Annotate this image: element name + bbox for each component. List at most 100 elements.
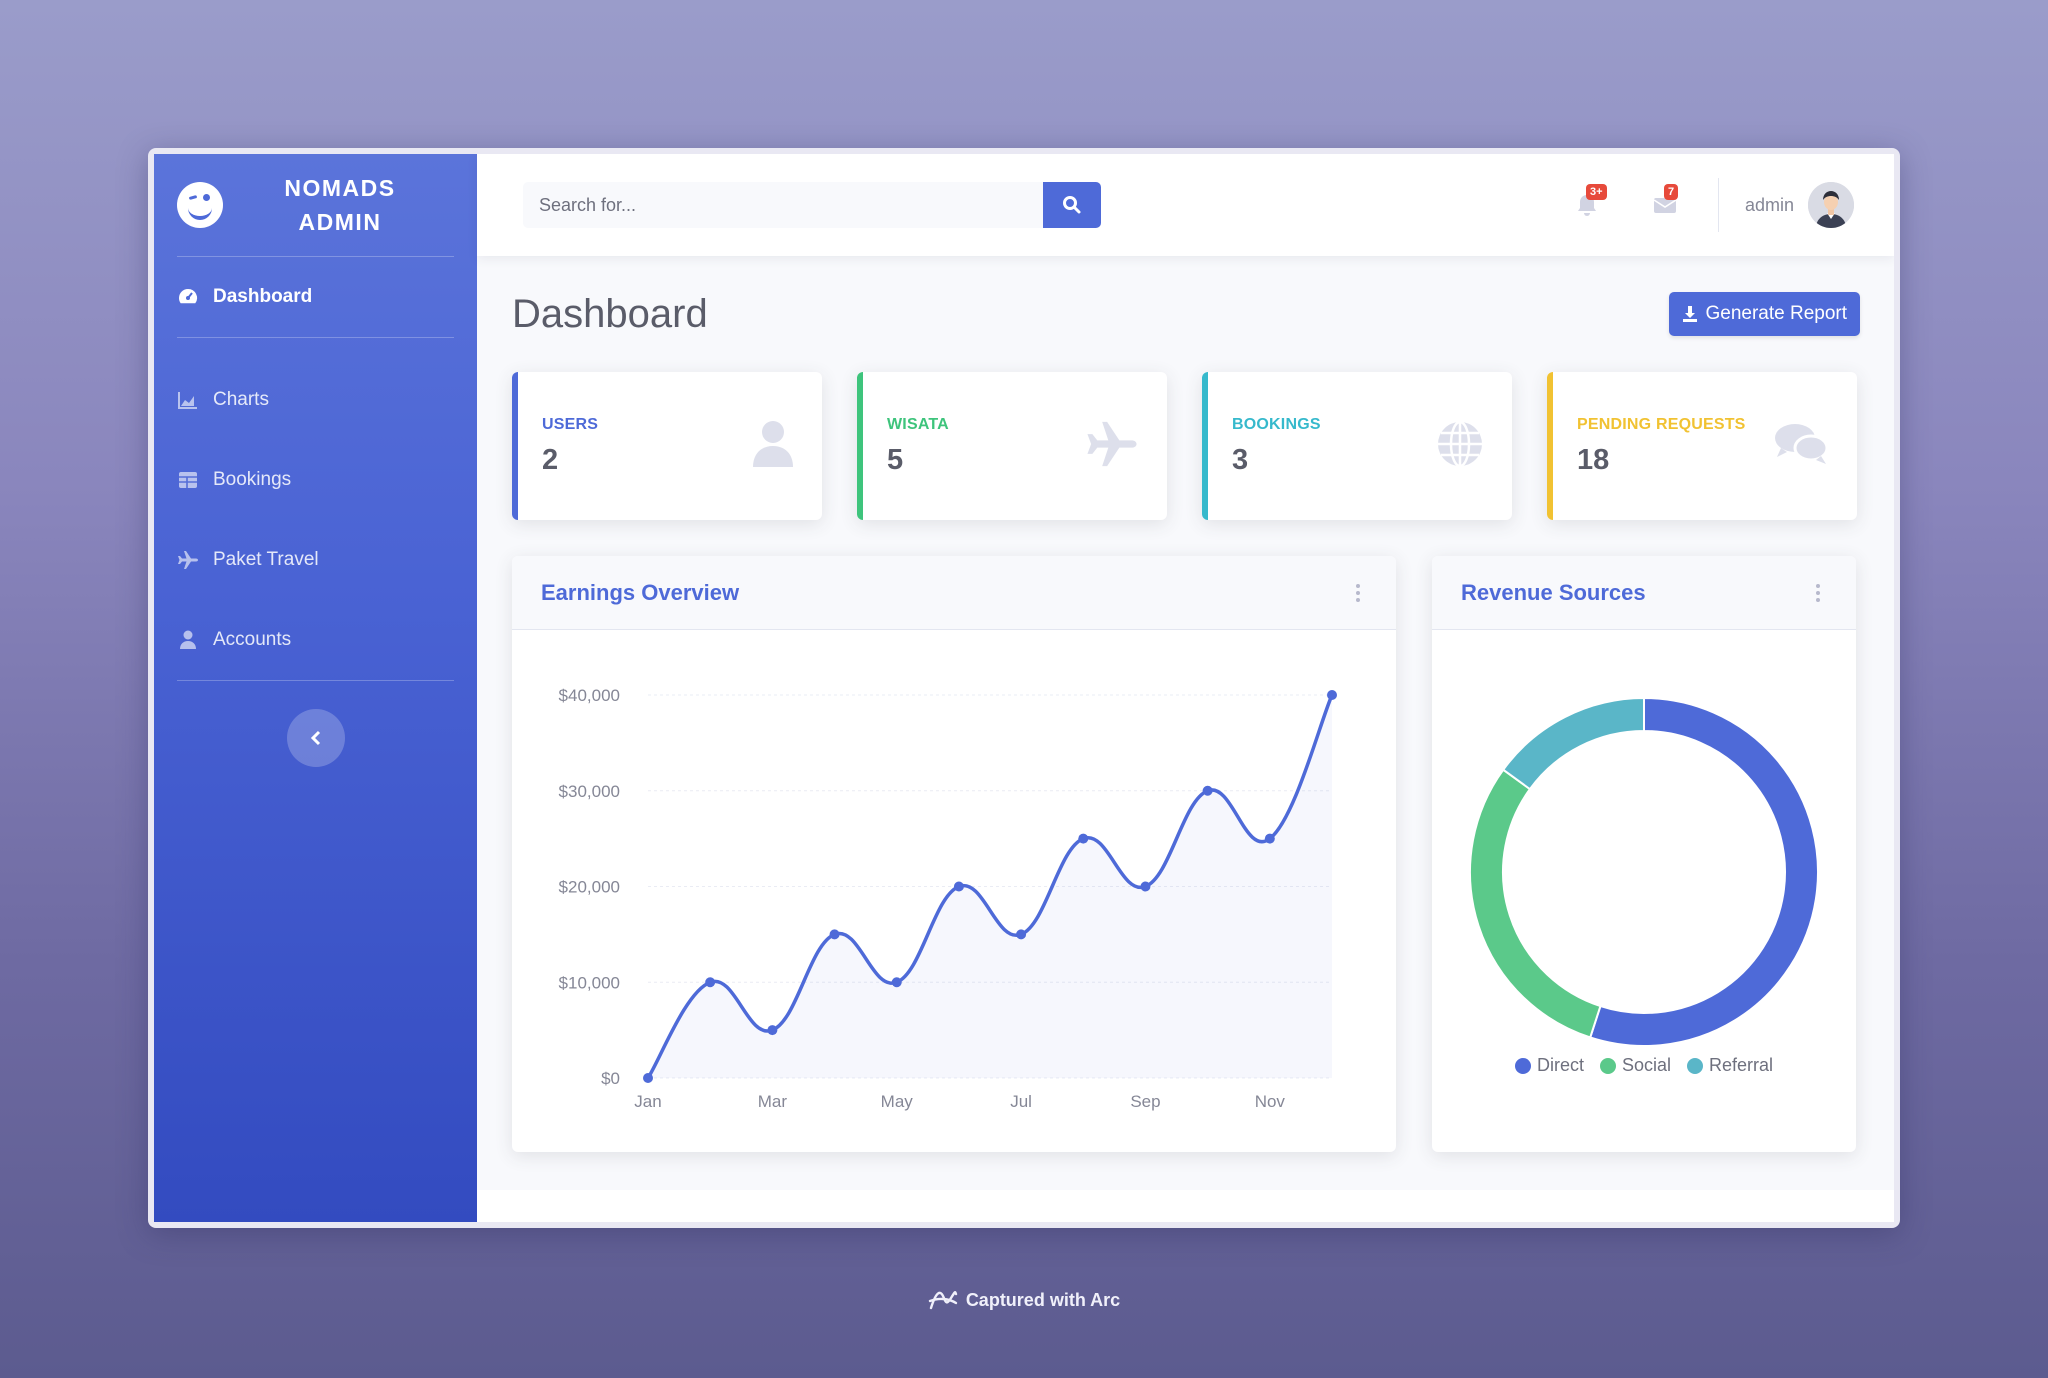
donut-slice-referral (1501, 696, 1645, 791)
generate-report-button[interactable]: Generate Report (1669, 292, 1860, 336)
page-heading-row: Dashboard Generate Report (512, 256, 1860, 372)
sidebar-item-label: Dashboard (213, 286, 313, 307)
search-button[interactable] (1043, 182, 1101, 228)
user-menu[interactable]: admin (1745, 182, 1854, 228)
earnings-card-header: Earnings Overview (512, 556, 1396, 630)
legend-label: Direct (1536, 1055, 1584, 1075)
earnings-chart: $0 $10,000 $20,000 $30,000 $40,000 Jan Mar May J… (559, 686, 1337, 1111)
data-point (705, 977, 716, 988)
data-point (1202, 785, 1213, 796)
stat-card-label: PENDING REQUESTS (1577, 415, 1746, 433)
messages-button[interactable]: 7 (1650, 184, 1680, 220)
sidebar-item-bookings[interactable]: Bookings (154, 440, 477, 520)
search-form (523, 182, 1101, 228)
stat-cards: USERS 2 WISATA 5 (512, 372, 1860, 520)
x-tick-label: Jan (634, 1092, 661, 1111)
data-point (643, 1073, 653, 1083)
y-tick-label: $0 (601, 1069, 620, 1088)
revenue-sources-card: Revenue Sources Direct Social Referral (1432, 556, 1856, 1152)
sidebar-divider (177, 256, 454, 257)
globe-icon (1436, 420, 1484, 473)
table-icon (177, 469, 199, 491)
plane-icon (1085, 419, 1139, 474)
stat-card-value: 2 (542, 443, 559, 476)
laugh-wink-icon (177, 182, 223, 228)
legend-label: Referral (1709, 1055, 1774, 1075)
donut-slice-social (1469, 768, 1602, 1039)
y-tick-label: $10,000 (559, 973, 620, 992)
chevron-left-icon (310, 730, 321, 746)
revenue-legend: Direct Social Referral (1432, 1055, 1856, 1076)
revenue-menu-button[interactable] (1808, 583, 1828, 602)
data-point (891, 977, 902, 988)
sidebar-divider (177, 680, 454, 681)
sidebar-item-label: Accounts (213, 629, 292, 650)
legend-label: Social (1621, 1055, 1671, 1075)
brand-name: NOMADS ADMIN (223, 171, 477, 239)
sidebar-item-label: Bookings (213, 469, 292, 490)
alerts-badge: 3+ (1585, 184, 1607, 200)
stat-card-label: WISATA (887, 415, 949, 433)
earnings-menu-button[interactable] (1348, 583, 1368, 602)
arc-caption: Captured with Arc (0, 1288, 2048, 1312)
stat-card-users: USERS 2 (512, 372, 822, 520)
avatar (1808, 182, 1854, 228)
revenue-chart (1469, 696, 1819, 1047)
sidebar-item-label: Paket Travel (213, 549, 319, 570)
tachometer-icon (177, 286, 199, 308)
topbar: 3+ 7 admin (477, 154, 1894, 256)
search-icon (1063, 196, 1081, 214)
stat-card-value: 18 (1577, 443, 1610, 476)
legend-item-direct[interactable]: Direct (1514, 1055, 1584, 1076)
x-tick-label: Sep (1130, 1092, 1160, 1111)
sidebar-item-accounts[interactable]: Accounts (154, 600, 477, 680)
brand[interactable]: NOMADS ADMIN (154, 154, 477, 256)
stat-card-label: BOOKINGS (1232, 415, 1321, 433)
legend-swatch (1599, 1057, 1616, 1074)
x-tick-label: Nov (1255, 1092, 1286, 1111)
topbar-right: 3+ 7 admin (1548, 154, 1854, 256)
stat-card-bookings: BOOKINGS 3 (1202, 372, 1512, 520)
legend-swatch (1687, 1057, 1703, 1074)
user-name: admin (1744, 194, 1794, 215)
topbar-divider (1717, 178, 1719, 232)
sidebar-toggle-button[interactable] (287, 709, 345, 767)
brand-line-1: NOMADS (284, 175, 396, 201)
earnings-title: Earnings Overview (541, 579, 740, 605)
sidebar-item-paket-travel[interactable]: Paket Travel (154, 520, 477, 600)
messages-badge: 7 (1663, 184, 1679, 200)
earnings-area (648, 695, 1332, 1078)
x-tick-label: Mar (758, 1092, 788, 1111)
sidebar-divider (177, 337, 454, 338)
revenue-title: Revenue Sources (1461, 579, 1646, 605)
x-tick-label: Jul (1010, 1092, 1032, 1111)
chart-panels: Earnings Overview $0 $10,000 $20,000 $30,00… (512, 556, 1860, 1152)
search-input[interactable] (523, 182, 1043, 228)
data-point (1327, 690, 1337, 700)
download-icon (1683, 306, 1698, 322)
sidebar-item-charts[interactable]: Charts (154, 360, 477, 440)
revenue-card-header: Revenue Sources (1432, 556, 1856, 630)
data-point (829, 929, 840, 940)
main-content: 3+ 7 admin (477, 154, 1894, 1222)
data-point (1264, 833, 1275, 844)
legend-item-social[interactable]: Social (1599, 1055, 1671, 1076)
stat-card-label: USERS (542, 415, 599, 433)
alerts-button[interactable]: 3+ (1572, 184, 1607, 220)
footer (477, 1190, 1894, 1222)
data-point (1078, 833, 1089, 844)
plane-icon (177, 549, 199, 571)
earnings-overview-card: Earnings Overview $0 $10,000 $20,000 $30,00… (512, 556, 1396, 1152)
envelope-icon (1653, 198, 1677, 213)
data-point (1016, 929, 1027, 940)
stat-card-value: 3 (1232, 443, 1249, 476)
page-content: Dashboard Generate Report USERS 2 (477, 256, 1894, 1152)
legend-item-referral[interactable]: Referral (1687, 1055, 1773, 1076)
page-title: Dashboard (512, 291, 708, 336)
comments-icon (1773, 421, 1829, 472)
y-tick-label: $30,000 (559, 782, 620, 801)
legend-swatch (1514, 1057, 1531, 1074)
sidebar-item-dashboard[interactable]: Dashboard (154, 257, 477, 337)
browser-frame: NOMADS ADMIN Dashboard Charts (148, 148, 1900, 1228)
app-window: NOMADS ADMIN Dashboard Charts (154, 154, 1894, 1222)
